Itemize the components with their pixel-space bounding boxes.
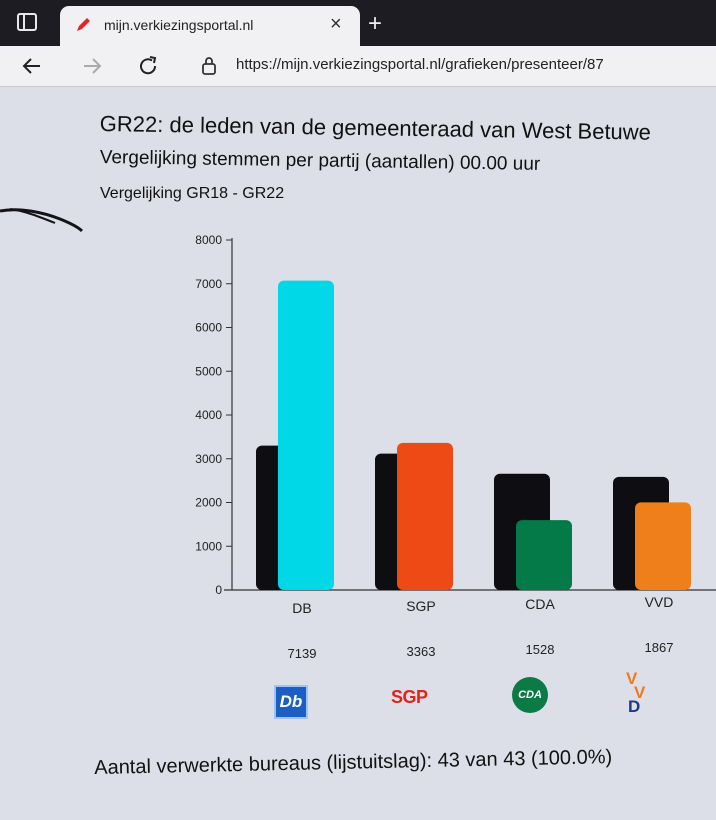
pencil-favicon-icon [77,18,90,31]
back-icon[interactable] [20,54,44,78]
y-tick-label: 1000 [195,539,222,553]
value-label: 1867 [645,640,674,655]
category-label: VVD [645,594,674,610]
y-tick-label: 7000 [195,277,222,291]
pen-stroke-mark [0,208,84,233]
y-tick-label: 8000 [195,233,222,247]
tab-bar: mijn.verkiezingsportal.nl × + [0,0,716,48]
y-tick-label: 2000 [195,496,222,510]
bar-gr22 [516,520,572,590]
bar-gr22 [635,502,691,590]
value-label: 1528 [526,642,555,657]
tab-actions-icon[interactable] [16,12,38,32]
category-label: SGP [406,598,436,614]
vvd-party-logo: V V D [626,669,656,716]
refresh-icon[interactable] [136,54,160,78]
browser-tab[interactable]: mijn.verkiezingsportal.nl × [60,6,360,48]
category-label: CDA [525,596,555,612]
cda-party-logo: CDA [512,677,548,713]
db-party-logo: Db [274,685,308,719]
tab-title: mijn.verkiezingsportal.nl [104,17,254,33]
value-label: 3363 [407,644,436,659]
vvd-logo-letter: V [626,669,638,688]
new-tab-button[interactable]: + [368,10,383,37]
y-tick-label: 5000 [195,364,222,378]
sgp-party-logo: SGP [391,687,428,707]
value-label: 7139 [288,646,317,661]
bar-gr22 [397,442,453,590]
page-content: GR22: de leden van de gemeenteraad van W… [0,87,716,820]
chart-title: Vergelijking GR18 - GR22 [100,185,285,202]
y-tick-label: 0 [215,583,222,597]
forward-icon[interactable] [80,54,104,78]
address-bar[interactable]: https://mijn.verkiezingsportal.nl/grafie… [236,56,604,73]
category-label: DB [292,600,311,616]
vvd-logo-letter: D [628,697,641,716]
vvd-logo-letter: V [634,683,646,702]
y-tick-label: 4000 [195,408,222,422]
bar-chart: 0 1000 2000 3000 4000 5000 6000 7000 8000 DB 7139 S… [195,233,716,661]
y-tick-label: 6000 [195,321,222,335]
bar-gr22 [278,280,334,590]
y-tick-label: 3000 [195,452,222,466]
browser-toolbar: https://mijn.verkiezingsportal.nl/grafie… [0,46,716,87]
tab-close-button[interactable]: × [330,13,342,35]
lock-icon[interactable] [200,56,218,76]
